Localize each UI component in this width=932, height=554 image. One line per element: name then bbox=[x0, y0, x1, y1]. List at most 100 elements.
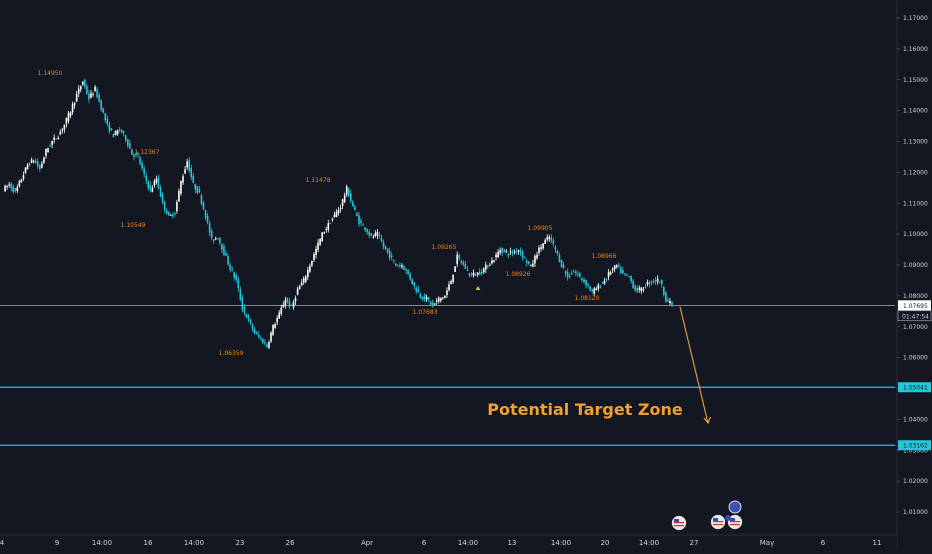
y-axis-tick-label: 1.16000 bbox=[903, 46, 928, 53]
candle-down bbox=[620, 267, 622, 273]
candle-down bbox=[589, 286, 591, 291]
candle-up bbox=[542, 243, 544, 249]
candle-up bbox=[151, 188, 154, 192]
candle-down bbox=[200, 195, 203, 204]
candle-down bbox=[470, 273, 473, 275]
high-low-label: 1.08120 bbox=[575, 295, 600, 302]
candle-down bbox=[503, 249, 506, 252]
candle-down bbox=[407, 269, 409, 274]
us-flag-icon-canton bbox=[730, 518, 735, 521]
candle-up bbox=[184, 169, 186, 174]
candle-down bbox=[55, 138, 57, 140]
candle-down bbox=[570, 273, 573, 275]
candle-down bbox=[157, 177, 160, 188]
candle-down bbox=[366, 229, 368, 233]
us-flag-icon-stripe bbox=[730, 524, 740, 526]
candle-down bbox=[239, 288, 242, 301]
candle-down bbox=[139, 157, 141, 164]
candle-up bbox=[278, 312, 280, 319]
y-axis-tick-label: 1.01000 bbox=[903, 509, 928, 516]
us-flag-icon-stripe bbox=[674, 522, 684, 524]
candle-down bbox=[382, 242, 385, 247]
candle-down bbox=[388, 251, 391, 259]
candle-up bbox=[532, 263, 534, 267]
candle-up bbox=[456, 254, 458, 265]
candle-down bbox=[223, 246, 225, 255]
candle-down bbox=[560, 260, 563, 267]
candle-down bbox=[253, 328, 256, 334]
candle-up bbox=[311, 260, 313, 266]
y-axis-tick-label: 1.17000 bbox=[903, 15, 928, 22]
candle-down bbox=[626, 274, 628, 276]
candle-up bbox=[530, 264, 532, 266]
candle-down bbox=[636, 288, 639, 292]
candle-up bbox=[442, 297, 444, 299]
candle-up bbox=[298, 286, 301, 290]
candle-up bbox=[59, 131, 62, 135]
candle-down bbox=[460, 261, 463, 264]
candle-down bbox=[564, 270, 567, 274]
candle-up bbox=[276, 318, 278, 323]
candle-down bbox=[572, 271, 575, 273]
candle-down bbox=[652, 281, 655, 283]
candle-down bbox=[137, 154, 139, 156]
x-axis-tick-label: Apr bbox=[361, 539, 373, 547]
candle-down bbox=[630, 275, 632, 282]
candle-up bbox=[71, 104, 74, 113]
candle-down bbox=[163, 201, 166, 210]
candle-down bbox=[583, 279, 585, 283]
high-low-label: 1.11478 bbox=[306, 177, 331, 184]
candle-down bbox=[521, 251, 524, 258]
candle-down bbox=[519, 250, 522, 254]
candle-down bbox=[654, 280, 657, 282]
candle-down bbox=[585, 280, 587, 286]
y-axis-background bbox=[897, 0, 932, 550]
y-axis-tick-label: 1.14000 bbox=[903, 108, 928, 115]
candle-up bbox=[53, 137, 55, 141]
candle-down bbox=[135, 153, 137, 155]
y-axis: 1.17000 1.16000 1.15000 1.14000 1.13000 1.120… bbox=[896, 0, 932, 550]
x-axis-tick-label: 9 bbox=[55, 539, 59, 547]
candle-down bbox=[102, 108, 105, 113]
x-axis-tick-label: 14:00 bbox=[184, 539, 204, 547]
candle-up bbox=[325, 228, 328, 231]
target-zone-upper-tag: 1.05041 bbox=[903, 385, 928, 392]
candle-down bbox=[413, 282, 416, 286]
us-flag-icon-stripe bbox=[713, 521, 723, 523]
candle-up bbox=[517, 250, 520, 252]
candle-down bbox=[266, 344, 268, 348]
candle-down bbox=[390, 255, 393, 258]
candle-up bbox=[669, 300, 671, 303]
candle-up bbox=[270, 332, 272, 342]
x-axis-tick-label: 6 bbox=[821, 539, 826, 547]
candle-down bbox=[88, 93, 90, 100]
candle-down bbox=[147, 181, 150, 188]
candle-up bbox=[300, 282, 303, 286]
candle-up bbox=[182, 176, 184, 183]
candle-down bbox=[206, 215, 209, 223]
candle-up bbox=[538, 247, 540, 254]
y-axis-tick-label: 1.07000 bbox=[903, 324, 928, 331]
candle-up bbox=[81, 81, 84, 85]
candle-up bbox=[20, 179, 23, 182]
candle-up bbox=[302, 278, 305, 283]
candle-up bbox=[546, 237, 549, 240]
candle-down bbox=[167, 211, 170, 216]
candle-down bbox=[126, 139, 129, 146]
candle-up bbox=[499, 250, 501, 253]
candle-up bbox=[374, 233, 377, 236]
projection-arrow-head bbox=[703, 416, 712, 425]
candle-up bbox=[321, 232, 323, 242]
candle-down bbox=[204, 210, 207, 218]
candle-down bbox=[141, 162, 143, 169]
candle-down bbox=[84, 79, 86, 87]
candle-up bbox=[176, 201, 178, 211]
x-axis-tick-label: 23 bbox=[236, 539, 245, 547]
candle-down bbox=[202, 202, 205, 210]
candle-down bbox=[212, 239, 215, 241]
candle-up bbox=[116, 130, 119, 135]
candle-down bbox=[108, 124, 111, 132]
candle-down bbox=[165, 209, 168, 215]
candle-down bbox=[172, 215, 174, 217]
